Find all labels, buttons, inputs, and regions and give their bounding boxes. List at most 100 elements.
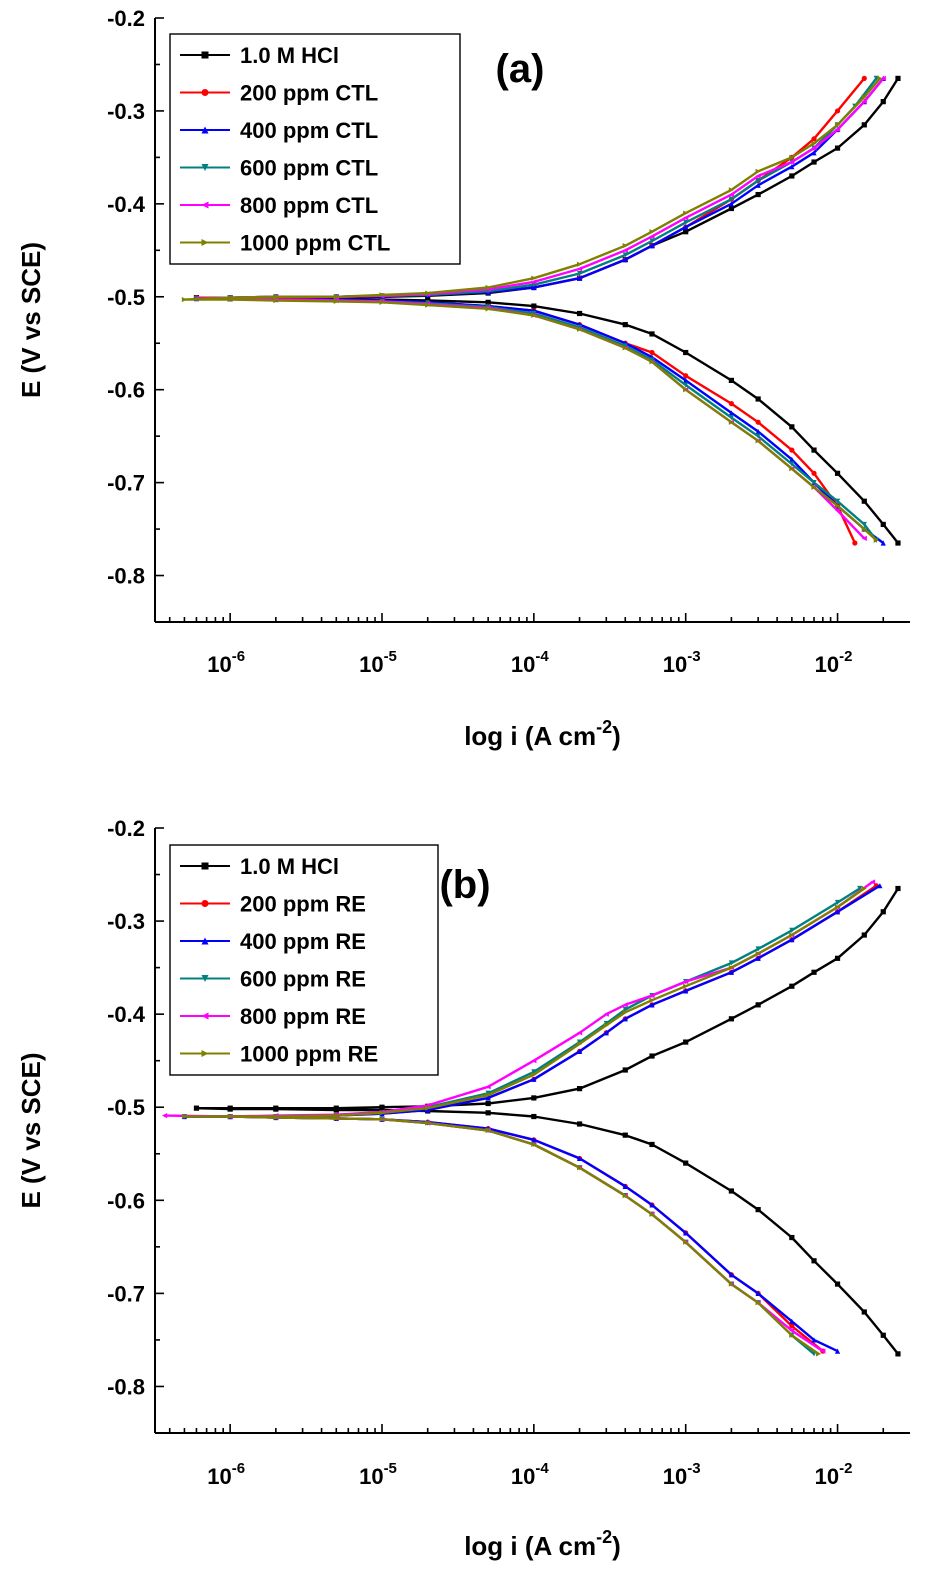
data-point — [622, 1002, 628, 1008]
data-point — [333, 1115, 339, 1121]
data-point — [379, 1104, 385, 1110]
data-point — [531, 279, 537, 285]
data-point — [861, 885, 867, 892]
y-tick-label: -0.5 — [107, 1095, 145, 1120]
legend-item: 800 ppm CTL — [180, 193, 378, 218]
data-point — [789, 1318, 795, 1324]
legend-box — [169, 33, 461, 265]
data-point — [649, 359, 655, 365]
data-point — [531, 284, 537, 291]
data-point — [649, 229, 655, 235]
data-point — [861, 526, 867, 532]
data-point — [834, 1348, 841, 1354]
y-tick-label: -0.3 — [107, 909, 145, 934]
data-point — [531, 303, 537, 309]
x-axis-title: log i (A cm-2) — [464, 717, 621, 751]
data-point — [683, 1239, 689, 1245]
panel-a: -0.2 -0.3 -0.4 -0.5 -0.6 -0.7 -0.8 10-6 10-5 10-4… — [16, 6, 910, 751]
data-point — [379, 1110, 385, 1116]
x-tick-label: 10-3 — [663, 1460, 701, 1489]
data-point — [873, 537, 879, 543]
data-point — [755, 182, 761, 188]
data-point — [895, 1351, 901, 1357]
plot-area — [161, 879, 901, 1357]
data-point — [622, 1193, 628, 1199]
data-point — [755, 438, 761, 444]
data-point — [193, 1105, 200, 1111]
data-point — [576, 1039, 583, 1045]
legend-item: 1000 ppm CTL — [180, 231, 390, 256]
data-point — [273, 297, 279, 304]
data-point — [834, 122, 841, 128]
legend: 1.0 M HCl 200 ppm RE 400 ppm RE 600 ppm RE 8… — [169, 844, 439, 1076]
data-point — [576, 275, 583, 281]
data-point — [811, 470, 817, 476]
data-point — [531, 310, 537, 317]
data-point — [728, 205, 735, 212]
data-point — [755, 178, 761, 184]
data-point — [181, 1113, 188, 1120]
data-point — [815, 1351, 822, 1357]
x-tick-label: 10-6 — [207, 1460, 245, 1489]
y-tick-label: -0.2 — [107, 6, 145, 31]
data-point — [333, 1107, 339, 1113]
legend-marker — [201, 975, 209, 982]
data-point — [531, 1058, 537, 1064]
data-point — [683, 224, 689, 230]
data-point — [683, 377, 689, 383]
legend-marker — [201, 862, 209, 870]
data-point — [861, 498, 867, 504]
data-point — [755, 1290, 761, 1296]
data-point — [728, 1281, 735, 1287]
data-point — [485, 1095, 491, 1101]
data-point — [485, 299, 491, 305]
legend-marker — [201, 51, 209, 59]
data-point — [789, 983, 795, 989]
data-point — [622, 1009, 628, 1015]
data-point — [811, 480, 817, 486]
data-point — [649, 233, 655, 239]
data-point — [834, 126, 841, 133]
x-tick-label: 10-5 — [359, 1460, 397, 1489]
data-point — [622, 257, 628, 263]
data-point — [683, 978, 689, 985]
data-point — [728, 201, 735, 207]
data-point — [895, 540, 901, 546]
y-tick-label: -0.8 — [107, 1374, 145, 1399]
data-point — [531, 1137, 537, 1143]
legend-label: 1.0 M HCl — [240, 43, 339, 68]
data-point — [576, 1121, 583, 1127]
y-tick-label: -0.4 — [107, 1002, 146, 1027]
data-point — [755, 1207, 761, 1213]
data-point — [683, 1039, 689, 1045]
data-point — [728, 377, 735, 383]
data-point — [880, 521, 886, 528]
y-tick-label: -0.2 — [107, 816, 145, 841]
x-tick-label: 10-4 — [511, 1460, 549, 1489]
data-point — [485, 1100, 491, 1107]
data-point — [379, 292, 385, 298]
data-point — [861, 122, 867, 128]
data-point — [576, 324, 583, 331]
data-point — [834, 955, 841, 961]
data-point — [649, 349, 655, 356]
data-point — [273, 1114, 279, 1121]
data-point — [333, 294, 339, 300]
data-point — [649, 1002, 655, 1008]
data-point — [834, 470, 841, 476]
data-point — [755, 191, 761, 198]
data-point — [834, 108, 841, 114]
data-point — [603, 1020, 609, 1027]
data-point — [861, 932, 867, 938]
data-point — [485, 1127, 491, 1134]
series-6 — [181, 75, 883, 543]
x-tick-label: 10-2 — [815, 1460, 853, 1489]
data-point — [857, 885, 863, 892]
data-point — [425, 1102, 431, 1108]
data-point — [531, 1069, 537, 1075]
data-point — [755, 168, 761, 174]
plot-area — [181, 75, 901, 546]
data-point — [755, 396, 761, 402]
data-point — [273, 1106, 279, 1112]
